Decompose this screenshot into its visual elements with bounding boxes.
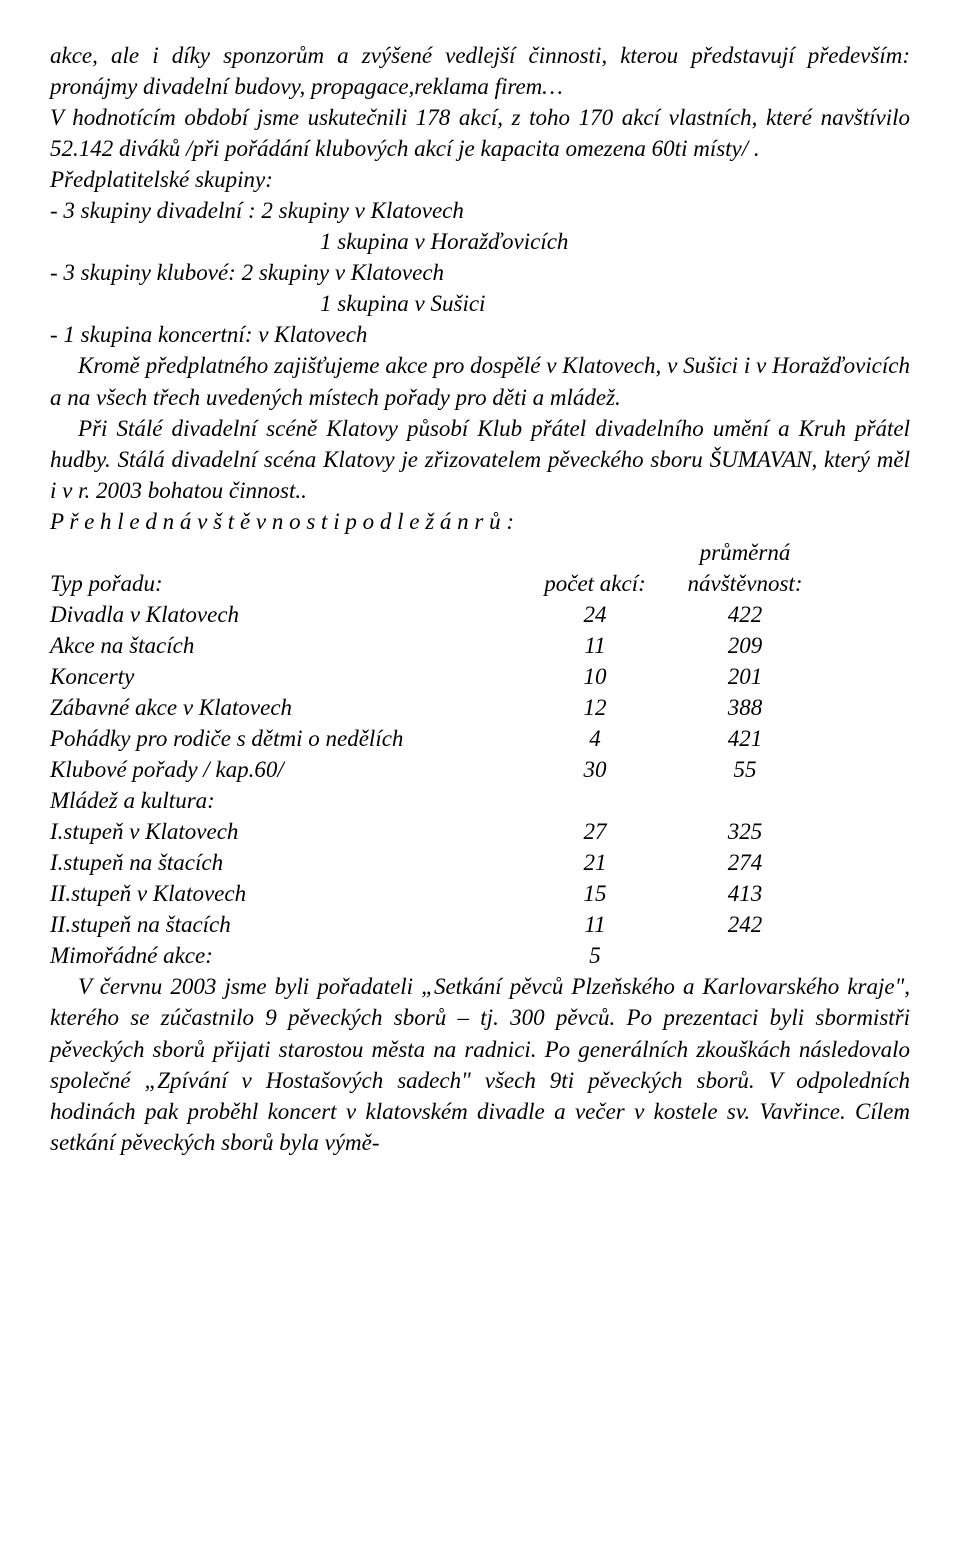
row-attendance: 422 <box>670 599 820 630</box>
table-row: Pohádky pro rodiče s dětmi o nedělích442… <box>50 723 910 754</box>
table-header-row2: Typ pořadu: počet akcí: návštěvnost: <box>50 568 910 599</box>
paragraph-9: Kromě předplatného zajišťujeme akce pro … <box>50 350 910 412</box>
paragraph-3: Předplatitelské skupiny: <box>50 164 910 195</box>
paragraph-7: 1 skupina v Sušici <box>50 288 910 319</box>
row-attendance: 242 <box>670 909 820 940</box>
table-row: II.stupeň v Klatovech15413 <box>50 878 910 909</box>
row-attendance: 388 <box>670 692 820 723</box>
row-attendance: 201 <box>670 661 820 692</box>
row-count: 24 <box>520 599 670 630</box>
row-type: Akce na štacích <box>50 630 520 661</box>
mimoradne-value: 5 <box>520 940 670 971</box>
row-type: I.stupeň v Klatovech <box>50 816 520 847</box>
paragraph-8: - 1 skupina koncertní: v Klatovech <box>50 319 910 350</box>
overview-heading: P ř e h l e d n á v š t ě v n o s t i p … <box>50 506 910 537</box>
table-row: Koncerty10201 <box>50 661 910 692</box>
row-count: 11 <box>520 630 670 661</box>
paragraph-last: V červnu 2003 jsme byli pořadateli „Setk… <box>50 971 910 1157</box>
row-count: 11 <box>520 909 670 940</box>
row-type: I.stupeň na štacích <box>50 847 520 878</box>
row-count: 10 <box>520 661 670 692</box>
mladez-heading: Mládež a kultura: <box>50 785 910 816</box>
avg-label: průměrná <box>670 537 820 568</box>
row-type: Pohádky pro rodiče s dětmi o nedělích <box>50 723 520 754</box>
row-type: Divadla v Klatovech <box>50 599 520 630</box>
table-row: Zábavné akce v Klatovech12388 <box>50 692 910 723</box>
table-row: Akce na štacích11209 <box>50 630 910 661</box>
paragraph-1: akce, ale i díky sponzorům a zvýšené ved… <box>50 40 910 102</box>
row-count: 4 <box>520 723 670 754</box>
row-attendance: 55 <box>670 754 820 785</box>
row-count: 30 <box>520 754 670 785</box>
row-attendance: 274 <box>670 847 820 878</box>
row-type: Klubové pořady / kap.60/ <box>50 754 520 785</box>
row-type: II.stupeň v Klatovech <box>50 878 520 909</box>
row-count: 27 <box>520 816 670 847</box>
table-row: Klubové pořady / kap.60/3055 <box>50 754 910 785</box>
table-header-row1: průměrná <box>50 537 910 568</box>
table-row: Divadla v Klatovech24422 <box>50 599 910 630</box>
paragraph-5: 1 skupina v Horažďovicích <box>50 226 910 257</box>
table-row: I.stupeň v Klatovech27325 <box>50 816 910 847</box>
row-type: Koncerty <box>50 661 520 692</box>
row-attendance: 413 <box>670 878 820 909</box>
row-count: 12 <box>520 692 670 723</box>
row-type: Zábavné akce v Klatovech <box>50 692 520 723</box>
mimoradne-row: Mimořádné akce: 5 <box>50 940 910 971</box>
row-type: II.stupeň na štacích <box>50 909 520 940</box>
col-attendance-header: návštěvnost: <box>670 568 820 599</box>
row-attendance: 209 <box>670 630 820 661</box>
col-count-header: počet akcí: <box>520 568 670 599</box>
col-type-header: Typ pořadu: <box>50 568 520 599</box>
mimoradne-label: Mimořádné akce: <box>50 940 520 971</box>
paragraph-10: Při Stálé divadelní scéně Klatovy působí… <box>50 413 910 506</box>
row-count: 15 <box>520 878 670 909</box>
paragraph-2: V hodnotícím období jsme uskutečnili 178… <box>50 102 910 164</box>
row-attendance: 325 <box>670 816 820 847</box>
row-count: 21 <box>520 847 670 878</box>
paragraph-6: - 3 skupiny klubové: 2 skupiny v Klatove… <box>50 257 910 288</box>
paragraph-4: - 3 skupiny divadelní : 2 skupiny v Klat… <box>50 195 910 226</box>
table-row: I.stupeň na štacích21274 <box>50 847 910 878</box>
table-row: II.stupeň na štacích11242 <box>50 909 910 940</box>
row-attendance: 421 <box>670 723 820 754</box>
